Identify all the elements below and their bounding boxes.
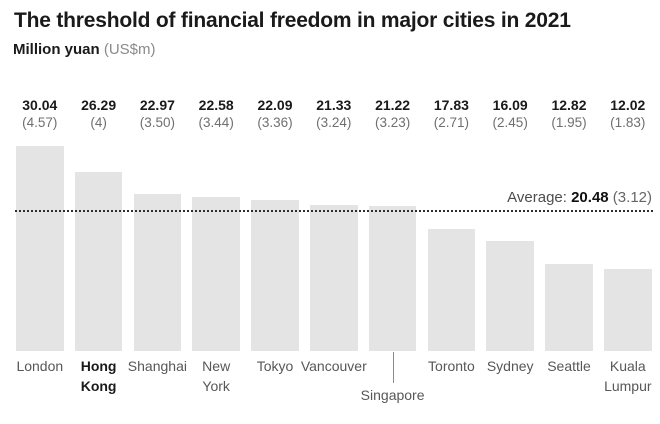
value-usd-vancouver: (3.24) [316, 115, 352, 130]
value-yuan-vancouver: 21.33 [316, 97, 352, 113]
page-subtitle: Million yuan (US$m) [13, 40, 156, 59]
value-yuan-shanghai: 22.97 [139, 97, 175, 113]
city-label-toronto: Toronto [428, 358, 475, 374]
average-line [15, 210, 653, 213]
value-yuan-singapore: 21.22 [375, 97, 411, 113]
city-label-seattle: Seattle [547, 358, 591, 374]
value-usd-singapore: (3.23) [374, 115, 411, 130]
value-yuan-london: 30.04 [22, 97, 58, 113]
bar-sydney [486, 241, 534, 351]
bar-new-york [192, 196, 240, 351]
value-yuan-kuala-lumpur: 12.02 [610, 97, 646, 113]
page-title: The threshold of financial freedom in ma… [14, 9, 571, 32]
city-label-tokyo: Tokyo [256, 358, 294, 374]
bar-singapore [368, 206, 417, 351]
value-label-seattle: 12.82 (1.95) [551, 97, 587, 131]
city-label-new-york: New York [202, 358, 231, 394]
city-label-vancouver: Vancouver [300, 358, 367, 374]
value-usd-kuala-lumpur: (1.83) [610, 115, 646, 130]
average-label: Average: 20.48 (3.12) [507, 189, 652, 207]
city-label-kuala-lumpur: Kuala Lumpur [604, 358, 652, 394]
city-label-hong-kong: Hong Kong [80, 358, 117, 394]
average-prefix: Average: [507, 189, 572, 206]
bar-tokyo [251, 200, 299, 351]
city-label-london: London [16, 358, 64, 374]
city-label-sydney: Sydney [486, 358, 534, 374]
value-usd-hong-kong: (4) [90, 115, 107, 130]
average-value: 20.48 [571, 189, 609, 206]
value-usd-shanghai: (3.50) [139, 115, 176, 130]
value-usd-toronto: (2.71) [433, 115, 470, 130]
value-usd-london: (4.57) [22, 115, 58, 130]
city-label-singapore: Singapore [360, 387, 425, 403]
value-usd-tokyo: (3.36) [257, 115, 293, 130]
bar-shanghai [133, 194, 182, 351]
value-label-shanghai: 22.97 (3.50) [139, 97, 176, 131]
average-usd-value: (3.12) [608, 189, 652, 206]
value-label-tokyo: 22.09 (3.36) [257, 97, 293, 131]
bar-seattle [545, 263, 593, 351]
value-yuan-seattle: 12.82 [551, 97, 587, 113]
singapore-leader-line [392, 352, 394, 383]
value-usd-new-york: (3.44) [198, 115, 234, 130]
value-label-singapore: 21.22 (3.23) [374, 97, 411, 131]
bar-toronto [427, 229, 476, 351]
value-label-new-york: 22.58 (3.44) [198, 97, 234, 131]
value-yuan-sydney: 16.09 [492, 97, 528, 113]
value-usd-sydney: (2.45) [492, 115, 528, 130]
bar-london [16, 146, 64, 351]
value-label-toronto: 17.83 (2.71) [433, 97, 470, 131]
value-label-hong-kong: 26.29 (4) [81, 97, 117, 131]
value-label-sydney: 16.09 (2.45) [492, 97, 528, 131]
value-yuan-hong-kong: 26.29 [81, 97, 117, 113]
value-label-vancouver: 21.33 (3.24) [316, 97, 352, 131]
value-usd-seattle: (1.95) [551, 115, 587, 130]
value-yuan-new-york: 22.58 [198, 97, 234, 113]
subtitle-unit-secondary: (US$m) [103, 41, 156, 58]
bar-vancouver [310, 205, 358, 351]
subtitle-unit-primary: Million yuan [13, 41, 100, 58]
city-label-shanghai: Shanghai [127, 358, 187, 374]
value-yuan-toronto: 17.83 [433, 97, 469, 113]
bar-hong-kong [74, 171, 123, 351]
value-label-london: 30.04 (4.57) [22, 97, 58, 131]
value-yuan-tokyo: 22.09 [257, 97, 293, 113]
value-label-kuala-lumpur: 12.02 (1.83) [610, 97, 646, 131]
bar-kuala-lumpur [604, 269, 652, 351]
